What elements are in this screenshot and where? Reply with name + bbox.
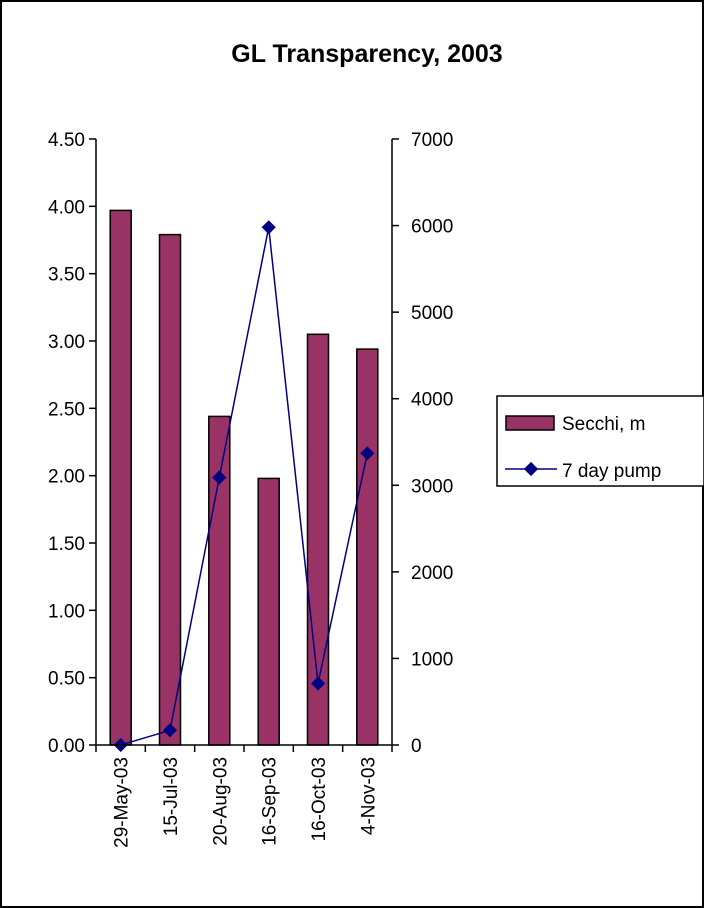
x-category-label-3: 16-Sep-03 — [260, 757, 281, 846]
x-category-label-2: 20-Aug-03 — [210, 757, 231, 846]
y-right-tick-label-1: 1000 — [411, 649, 453, 670]
y-right-tick-label-0: 0 — [411, 736, 422, 757]
x-category-label-1: 15-Jul-03 — [161, 757, 182, 836]
legend: Secchi, m 7 day pump — [496, 395, 704, 487]
y-left-tick-label-9: 4.50 — [48, 130, 85, 151]
line-layer — [113, 220, 375, 753]
x-category-label-4: 16-Oct-03 — [309, 757, 330, 841]
y-left-tick-label-5: 2.50 — [48, 399, 85, 420]
bars-layer — [109, 209, 379, 746]
point-pump-1 — [162, 723, 178, 738]
y-right-tick-label-5: 5000 — [411, 303, 453, 324]
bar-secchi-2 — [208, 415, 231, 746]
y-right-tick-label-6: 6000 — [411, 217, 453, 238]
legend-label-secchi: Secchi, m — [562, 414, 645, 435]
y-left-tick-label-8: 4.00 — [48, 197, 85, 218]
y-left-tick-label-4: 2.00 — [48, 467, 85, 488]
x-category-label-5: 4-Nov-03 — [358, 757, 379, 835]
y-right-tick-label-2: 2000 — [411, 563, 453, 584]
y-left-tick-label-2: 1.00 — [48, 601, 85, 622]
chart-title: GL Transparency, 2003 — [231, 40, 502, 68]
line-pump-series — [120, 227, 369, 746]
x-category-label-0: 29-May-03 — [112, 757, 133, 848]
bar-secchi-0 — [109, 209, 132, 746]
point-pump-4 — [310, 676, 326, 691]
y-left-tick-label-7: 3.50 — [48, 265, 85, 286]
labels-layer: 0.00 0.50 1.00 1.50 2.00 2.50 3.00 3.50 4.00 4.50… — [48, 130, 453, 848]
y-left-tick-label-3: 1.50 — [48, 534, 85, 555]
y-left-tick-label-0: 0.00 — [48, 736, 85, 757]
legend-swatch-marker — [523, 461, 539, 477]
y-right-tick-label-3: 3000 — [411, 476, 453, 497]
legend-swatch-secchi — [505, 415, 555, 431]
legend-label-pump: 7 day pump — [562, 461, 661, 482]
axes-layer — [89, 138, 399, 752]
y-right-tick-label-4: 4000 — [411, 390, 453, 411]
bar-secchi-1 — [158, 233, 182, 746]
y-left-tick-label-1: 0.50 — [48, 669, 85, 690]
bar-secchi-5 — [356, 348, 379, 746]
bar-secchi-3 — [257, 477, 280, 746]
point-pump-3 — [261, 220, 276, 235]
y-left-tick-label-6: 3.00 — [48, 332, 85, 353]
y-right-tick-label-7: 7000 — [411, 130, 453, 151]
point-pump-5 — [360, 446, 375, 461]
point-pump-2 — [212, 470, 227, 485]
